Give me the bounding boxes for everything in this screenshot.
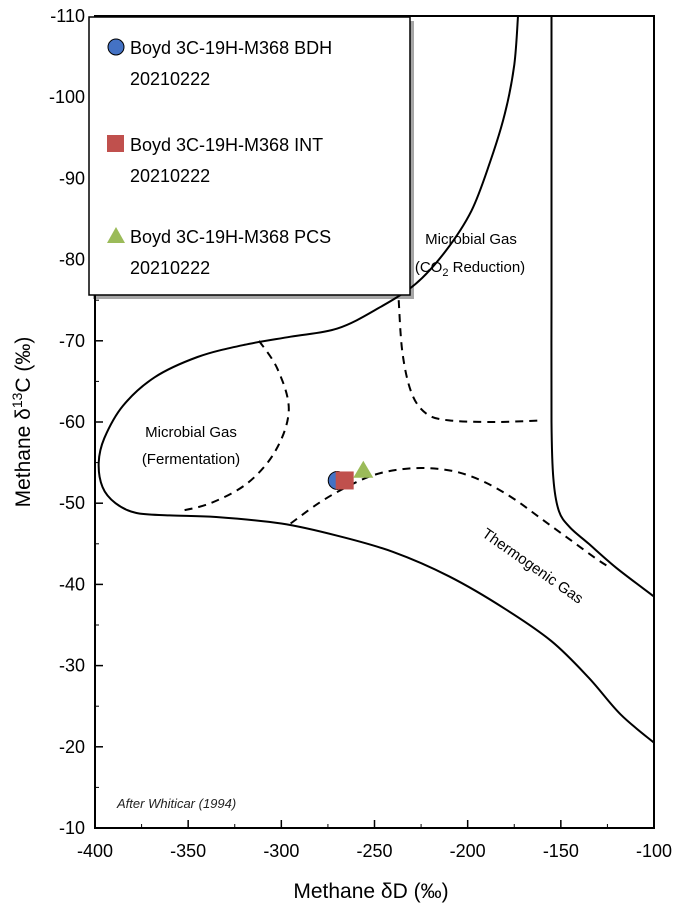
y-tick-label: -40 [59,574,85,594]
fermentation-label-line2: (Fermentation) [142,451,240,468]
data-point-int [335,471,354,490]
x-tick-label: -350 [170,841,206,861]
y-tick-label: -100 [49,87,85,107]
solid-boundary [97,16,654,744]
legend-label-pcs: Boyd 3C-19H-M368 PCS [130,227,331,247]
legend-label-bdh-date: 20210222 [130,69,210,89]
y-tick-label: -90 [59,168,85,188]
x-tick-label: -100 [636,841,672,861]
legend: Boyd 3C-19H-M368 BDH 20210222 Boyd 3C-19… [88,16,414,299]
region-boundaries [97,16,654,744]
x-axis-title: Methane δD (‰) [293,880,448,903]
solid-boundary [550,16,654,598]
x-tick-label: -150 [543,841,579,861]
legend-label-int-date: 20210222 [130,166,210,186]
co2-reduction-label-line1: Microbial Gas [425,231,517,248]
legend-marker-square [107,135,124,152]
data-points [327,460,374,490]
y-tick-label: -30 [59,656,85,676]
legend-label-int: Boyd 3C-19H-M368 INT [130,135,323,155]
y-tick-label: -50 [59,493,85,513]
data-point-pcs [353,460,374,478]
x-tick-label: -200 [450,841,486,861]
legend-label-bdh: Boyd 3C-19H-M368 BDH [130,38,332,58]
axis-ticks: -110 -100 -90 -80 -70 -60 -50 -40 -30 -20 -10 -400 -… [49,6,672,861]
dashed-boundary [290,466,612,570]
y-tick-label: -60 [59,412,85,432]
legend-marker-triangle [107,227,125,243]
legend-marker-circle [107,38,125,56]
legend-label-pcs-date: 20210222 [130,258,210,278]
y-tick-label: -80 [59,250,85,270]
legend-box [88,16,411,296]
y-tick-label: -110 [50,6,85,26]
x-tick-label: -300 [263,841,299,861]
y-tick-label: -70 [59,331,85,351]
credit-note: After Whiticar (1994) [116,796,236,811]
y-tick-label: -20 [59,737,85,757]
fermentation-label-line1: Microbial Gas [145,424,237,441]
y-axis-title: Methane δ13C (‰) [9,337,35,508]
y-tick-label: -10 [59,818,85,838]
dashed-boundary [178,340,290,513]
x-tick-label: -250 [356,841,392,861]
co2-reduction-label-line2: (CO2 Reduction) [415,259,525,279]
x-tick-label: -400 [77,841,113,861]
